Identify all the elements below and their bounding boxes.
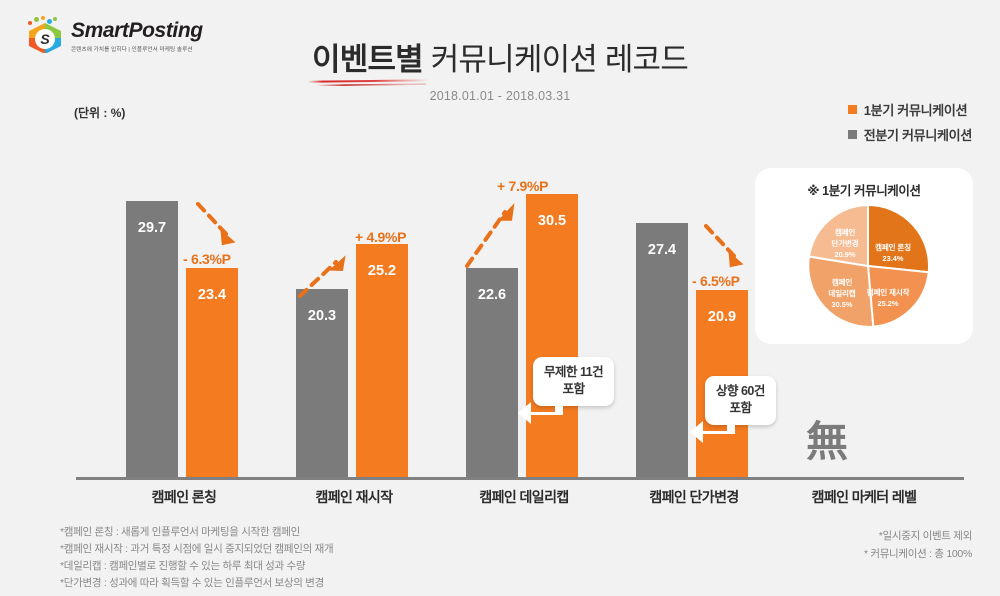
pie-chart-panel: ※ 1분기 커뮤니케이션 캠페인 론칭 23.4% 캠페인 재시작 25.2% …	[755, 168, 973, 344]
date-range-subtitle: 2018.01.01 - 2018.03.31	[429, 89, 571, 103]
bar-gray-campaign-dailycap[interactable]: 22.6	[466, 268, 518, 477]
bar-gray-campaign-launch[interactable]: 29.7	[126, 201, 178, 477]
pie-slice-campaign-rate-change[interactable]	[807, 203, 869, 268]
pie-chart-title: ※ 1분기 커뮤니케이션	[807, 184, 921, 198]
callout-rate-change-box: 상향 60건 포함	[705, 376, 776, 425]
pie-slice-campaign-dailycap[interactable]	[807, 255, 875, 328]
pie-slice-campaign-restart[interactable]	[866, 264, 930, 328]
arrow-up-campaign-restart	[298, 255, 346, 298]
callout-dailycap-line2: 포함	[562, 381, 586, 396]
legend-label-previous-quarter: 전분기 커뮤니케이션	[863, 128, 973, 143]
bar-value-gray-campaign-dailycap: 22.6	[477, 287, 507, 303]
callout-dailycap-tail-icon	[518, 393, 563, 424]
footnotes-right: *일시중지 이벤트 제외 * 커뮤니케이션 : 총 100%	[864, 528, 972, 561]
bar-value-orange-campaign-launch: 23.4	[197, 287, 227, 303]
callout-rate-change: 상향 60건 포함	[690, 376, 776, 443]
callout-rate-change-line2: 포함	[729, 400, 752, 415]
brand-logo: S SmartPosting 콘텐츠에 가치를 입히다 | 인플루언서 마케팅 …	[26, 16, 203, 56]
pie-label-campaign-rate-change-1: 캠페인	[835, 227, 856, 237]
bar-orange-campaign-restart[interactable]: 25.2	[356, 244, 408, 477]
title-block: 이벤트별 커뮤니케이션 레코드 2018.01.01 - 2018.03.31	[0, 34, 1000, 103]
pie-label-campaign-dailycap-2: 데일리캡	[828, 288, 855, 298]
pie-pct-campaign-restart: 25.2%	[878, 299, 899, 308]
pie-label-campaign-dailycap-1: 캠페인	[832, 277, 853, 287]
bar-orange-campaign-launch[interactable]: 23.4	[186, 268, 238, 477]
bar-value-gray-campaign-rate-change: 27.4	[647, 242, 677, 258]
bar-value-gray-campaign-launch: 29.7	[137, 220, 167, 236]
footnote-right-2: * 커뮤니케이션 : 총 100%	[863, 548, 972, 560]
page-title-emphasis: 이벤트별	[312, 42, 424, 77]
callout-dailycap-box: 무제한 11건 포함	[533, 357, 615, 406]
legend-label-current-quarter: 1분기 커뮤니케이션	[863, 103, 968, 118]
bar-value-orange-campaign-restart: 25.2	[367, 263, 397, 279]
callout-rate-change-tail-icon	[690, 412, 735, 443]
delta-campaign-restart: + 4.9%P	[355, 229, 407, 245]
delta-campaign-rate-change: - 6.5%P	[692, 273, 740, 289]
legend-swatch-orange	[847, 105, 857, 114]
arrow-down-campaign-rate-change	[704, 224, 744, 268]
footnote-left-2: *캠페인 재시작 : 과거 특정 시점에 일시 중지되었던 캠페인의 재개	[60, 543, 334, 555]
arrow-up-campaign-dailycap	[465, 202, 515, 268]
pie-label-campaign-launch: 캠페인 론칭	[875, 242, 911, 252]
pie-label-campaign-restart: 캠페인 재시작	[867, 287, 910, 297]
legend-swatch-gray	[847, 130, 857, 139]
xlabel-campaign-restart: 캠페인 재시작	[315, 489, 394, 505]
footnote-right-1: *일시중지 이벤트 제외	[878, 530, 973, 542]
legend-item-previous-quarter: 전분기 커뮤니케이션	[847, 125, 973, 144]
footnote-left-1: *캠페인 론칭 : 새롭게 인플루언서 마케팅을 시작한 캠페인	[60, 526, 301, 538]
footnote-left-3: *데일리캡 : 캠페인별로 진행할 수 있는 하루 최대 성과 수량	[60, 560, 306, 572]
legend-item-current-quarter: 1분기 커뮤니케이션	[847, 100, 968, 119]
bar-value-orange-campaign-rate-change: 20.9	[707, 309, 737, 325]
xlabel-campaign-marketer-level: 캠페인 마케터 레벨	[811, 489, 917, 505]
callout-dailycap-line1: 무제한 11건	[544, 365, 604, 379]
brand-tagline: 콘텐츠에 가치를 입히다 | 인플루언서 마케팅 솔루션	[71, 47, 193, 53]
bar-gray-campaign-rate-change[interactable]: 27.4	[636, 223, 688, 477]
pie-pct-campaign-dailycap: 30.5%	[832, 300, 853, 309]
chart-baseline	[76, 477, 964, 480]
delta-campaign-dailycap: + 7.9%P	[497, 178, 549, 194]
bar-gray-campaign-restart[interactable]: 20.3	[296, 289, 348, 477]
smartposting-cube-logo-icon: S	[26, 16, 64, 56]
callout-rate-change-line1: 상향 60건	[716, 384, 765, 398]
pie-chart: 캠페인 론칭 23.4% 캠페인 재시작 25.2% 캠페인 데일리캡 30.5…	[805, 203, 931, 329]
callout-dailycap: 무제한 11건 포함	[518, 357, 615, 424]
no-data-glyph-marketer-level: 無	[806, 417, 849, 466]
xlabel-campaign-rate-change: 캠페인 단가변경	[649, 489, 739, 505]
brand-name: SmartPosting	[71, 19, 203, 42]
footnotes-left: *캠페인 론칭 : 새롭게 인플루언서 마케팅을 시작한 캠페인 *캠페인 재시…	[60, 524, 334, 590]
page-title: 이벤트별 커뮤니케이션 레코드	[312, 34, 689, 79]
bar-orange-campaign-dailycap[interactable]: 30.5	[526, 194, 578, 477]
chart-legend: 1분기 커뮤니케이션 전분기 커뮤니케이션	[847, 100, 973, 144]
page-title-rest: 커뮤니케이션 레코드	[422, 42, 689, 77]
unit-label: (단위 : %)	[74, 106, 126, 120]
bar-value-orange-campaign-dailycap: 30.5	[537, 213, 567, 229]
arrow-down-campaign-launch	[196, 202, 236, 246]
xlabel-campaign-launch: 캠페인 론칭	[151, 489, 217, 505]
xlabel-campaign-dailycap: 캠페인 데일리캡	[479, 489, 569, 505]
pie-pct-campaign-launch: 23.4%	[883, 254, 904, 263]
pie-slice-campaign-launch[interactable]	[867, 203, 931, 274]
bar-value-gray-campaign-restart: 20.3	[307, 308, 337, 324]
pie-label-campaign-rate-change-2: 단가변경	[831, 238, 858, 248]
footnote-left-4: *단가변경 : 성과에 따라 획득할 수 있는 인플루언서 보상의 변경	[60, 577, 324, 589]
delta-campaign-launch: - 6.3%P	[183, 251, 231, 267]
pie-pct-campaign-rate-change: 20.9%	[835, 250, 856, 259]
